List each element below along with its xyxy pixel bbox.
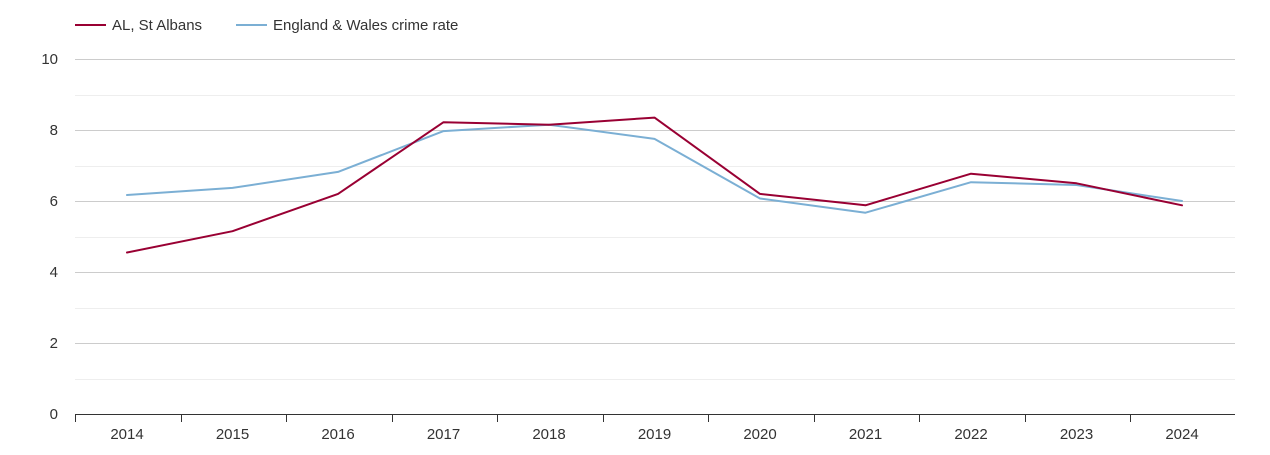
x-tick-label-2017: 2017 <box>427 426 460 443</box>
grid-layer <box>75 59 1235 380</box>
axis-layer: 0 2 4 6 8 10 2014 2015 2016 2017 2018 2019 2020 2021 2… <box>41 51 1235 443</box>
y-tick-label-2: 2 <box>50 335 58 352</box>
legend-label-st-albans: AL, St Albans <box>112 17 202 34</box>
x-tick-label-2019: 2019 <box>638 426 671 443</box>
series-line-england-wales[interactable] <box>126 123 1183 214</box>
y-tick-label-4: 4 <box>50 264 58 281</box>
y-tick-label-8: 8 <box>50 122 58 139</box>
x-tick-label-2016: 2016 <box>321 426 354 443</box>
x-tick-label-2014: 2014 <box>110 426 143 443</box>
series-layer <box>126 116 1183 254</box>
x-tick-label-2023: 2023 <box>1060 426 1093 443</box>
x-tick-label-2024: 2024 <box>1165 426 1198 443</box>
legend-item-st-albans[interactable]: AL, St Albans <box>75 17 202 34</box>
x-tick-label-2021: 2021 <box>849 426 882 443</box>
series-line-st-albans[interactable] <box>126 116 1183 254</box>
legend-label-england-wales: England & Wales crime rate <box>273 17 458 34</box>
legend-item-england-wales[interactable]: England & Wales crime rate <box>236 17 458 34</box>
x-tick-label-2015: 2015 <box>216 426 249 443</box>
y-tick-label-0: 0 <box>50 406 58 423</box>
y-tick-label-10: 10 <box>41 51 58 68</box>
x-tick-label-2018: 2018 <box>532 426 565 443</box>
y-tick-label-6: 6 <box>50 193 58 210</box>
x-tick-label-2020: 2020 <box>743 426 776 443</box>
x-tick-label-2022: 2022 <box>954 426 987 443</box>
legend: AL, St Albans England & Wales crime rate <box>75 17 458 34</box>
